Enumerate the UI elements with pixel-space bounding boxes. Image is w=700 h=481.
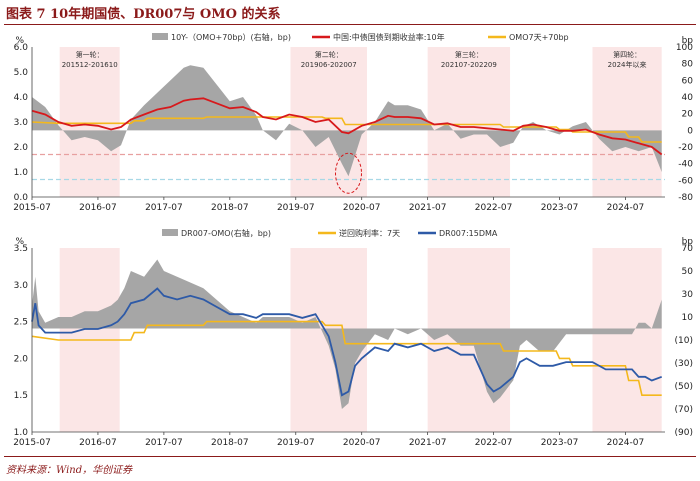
y-left-tick-label-2: 2.0 — [14, 354, 29, 364]
y-left-unit: % — [15, 36, 24, 46]
y-right-tick-label-2: -40 — [678, 160, 693, 170]
x-tick-label-4: 2019-07 — [277, 203, 315, 213]
x-tick-label-0: 2015-07 — [13, 438, 51, 448]
y-left-tick-label-4: 3.0 — [14, 281, 29, 291]
legend-label-3: OMO7天+70bp — [509, 33, 569, 42]
shaded-period-4 — [592, 47, 662, 197]
title-rule — [4, 24, 696, 25]
x-tick-label-6: 2021-07 — [409, 203, 447, 213]
y-left-tick-label-1: 1.5 — [14, 391, 28, 401]
y-left-tick-label-0: 1.0 — [14, 428, 29, 438]
series-dr007-15dma — [31, 287, 663, 397]
y-right-tick-label-8: 80 — [682, 60, 694, 70]
x-tick-label-3: 2018-07 — [211, 203, 249, 213]
legend-label-1: 10Y-（OMO+70bp）(右轴，bp) — [171, 32, 291, 42]
x-tick-label-9: 2024-07 — [607, 203, 645, 213]
y-left-tick-label-6: 6.0 — [14, 43, 29, 53]
x-tick-label-8: 2023-07 — [541, 203, 579, 213]
x-tick-label-9: 2024-07 — [607, 438, 645, 448]
legend-item-2: 逆回购利率：7天 — [318, 228, 400, 238]
source-rule — [4, 456, 696, 457]
y-right-tick-label-5: 20 — [682, 110, 694, 120]
x-tick-label-5: 2020-07 — [343, 438, 381, 448]
period-label-4: 第四轮： — [613, 50, 641, 59]
shaded-period-1 — [59, 47, 120, 197]
period-label-2: 第二轮： — [315, 50, 343, 59]
x-tick-label-3: 2018-07 — [211, 438, 249, 448]
legend-label-2: 逆回购利率：7天 — [339, 228, 400, 238]
legend-item-3: DR007:15DMA — [418, 229, 498, 238]
y-left-tick-label-5: 3.5 — [14, 244, 28, 254]
period-label-3: 第三轮： — [455, 50, 483, 59]
legend-swatch-1 — [152, 33, 168, 40]
y-right-tick-label-3: -20 — [678, 143, 693, 153]
legend-label-1: DR007-OMO(右轴，bp) — [181, 228, 271, 238]
legend-label-3: DR007:15DMA — [439, 229, 498, 238]
series-reverse-repo-7d — [31, 320, 662, 396]
y-left-tick-label-3: 3.0 — [14, 118, 29, 128]
shaded-period-4 — [592, 248, 662, 432]
x-tick-label-2: 2017-07 — [145, 438, 183, 448]
series-spread-area — [32, 65, 662, 177]
shaded-period-2 — [290, 47, 367, 197]
y-left-unit: % — [15, 237, 24, 247]
y-right-tick-label-4: 0 — [687, 126, 693, 136]
chart-dr007-vs-omo: 1.0 1.5 2.0 2.5 3.0 3.5% (90) (70) (50) (30) (10) 1… — [13, 228, 694, 448]
x-tick-label-7: 2022-07 — [475, 438, 513, 448]
x-tick-label-5: 2020-07 — [343, 203, 381, 213]
y-left-tick-label-3: 2.5 — [14, 318, 28, 328]
y-right-tick-label-6: 40 — [682, 93, 694, 103]
y-right-tick-label-6: 30 — [682, 290, 694, 300]
y-right-tick-label-1: (70) — [675, 405, 693, 415]
y-right-tick-label-5: 10 — [682, 313, 694, 323]
y-left-tick-label-2: 2.0 — [14, 143, 29, 153]
y-left-tick-label-5: 5.0 — [14, 68, 29, 78]
legend-item-1: 10Y-（OMO+70bp）(右轴，bp) — [152, 32, 291, 42]
y-right-unit: bp — [682, 36, 694, 46]
y-left-tick-label-4: 4.0 — [14, 93, 29, 103]
source-note: 资料来源：Wind，华创证券 — [6, 465, 133, 476]
x-tick-label-4: 2019-07 — [277, 438, 315, 448]
shaded-period-3 — [427, 47, 511, 197]
x-tick-label-6: 2021-07 — [409, 438, 447, 448]
y-right-tick-label-2: (50) — [675, 382, 693, 392]
x-tick-label-8: 2023-07 — [541, 438, 579, 448]
series-cgb-10y-yield — [31, 97, 663, 156]
y-right-tick-label-0: -80 — [678, 193, 693, 203]
legend-item-2: 中国:中债国债到期收益率:10年 — [312, 32, 445, 42]
legend-label-2: 中国:中债国债到期收益率:10年 — [333, 32, 445, 42]
y-right-tick-label-4: (10) — [675, 336, 693, 346]
legend-item-1: DR007-OMO(右轴，bp) — [162, 228, 271, 238]
y-right-tick-label-9: 100 — [676, 43, 693, 53]
y-left-tick-label-1: 1.0 — [14, 168, 29, 178]
y-right-tick-label-0: (90) — [675, 428, 693, 438]
y-right-tick-label-8: 70 — [682, 244, 694, 254]
y-right-tick-label-7: 50 — [682, 267, 694, 277]
y-right-tick-label-3: (30) — [675, 359, 693, 369]
figure-title: 图表 7 10年期国债、DR007与 OMO 的关系 — [6, 7, 281, 22]
y-right-tick-label-7: 60 — [682, 76, 694, 86]
y-right-unit: bp — [682, 237, 694, 247]
series-omo-plus-70bp — [31, 116, 662, 143]
period-range-3: 202107-202209 — [441, 61, 497, 69]
annotation-circle — [335, 152, 362, 194]
x-tick-label-0: 2015-07 — [13, 203, 51, 213]
x-tick-label-1: 2016-07 — [79, 438, 117, 448]
y-left-tick-label-0: 0.0 — [14, 193, 29, 203]
x-tick-label-7: 2022-07 — [475, 203, 513, 213]
legend-item-3: OMO7天+70bp — [488, 33, 569, 42]
y-right-tick-label-1: -60 — [678, 176, 693, 186]
x-tick-label-2: 2017-07 — [145, 203, 183, 213]
chart-yield-vs-omo: 第一轮： 201512-201610 第二轮： 201906-202007 第三轮： 20… — [13, 32, 694, 213]
period-range-1: 201512-201610 — [62, 61, 118, 69]
x-tick-label-1: 2016-07 — [79, 203, 117, 213]
legend-swatch-1 — [162, 229, 178, 236]
period-range-2: 201906-202007 — [301, 61, 357, 69]
period-range-4: 2024年以来 — [608, 60, 647, 69]
period-label-1: 第一轮： — [76, 50, 104, 59]
